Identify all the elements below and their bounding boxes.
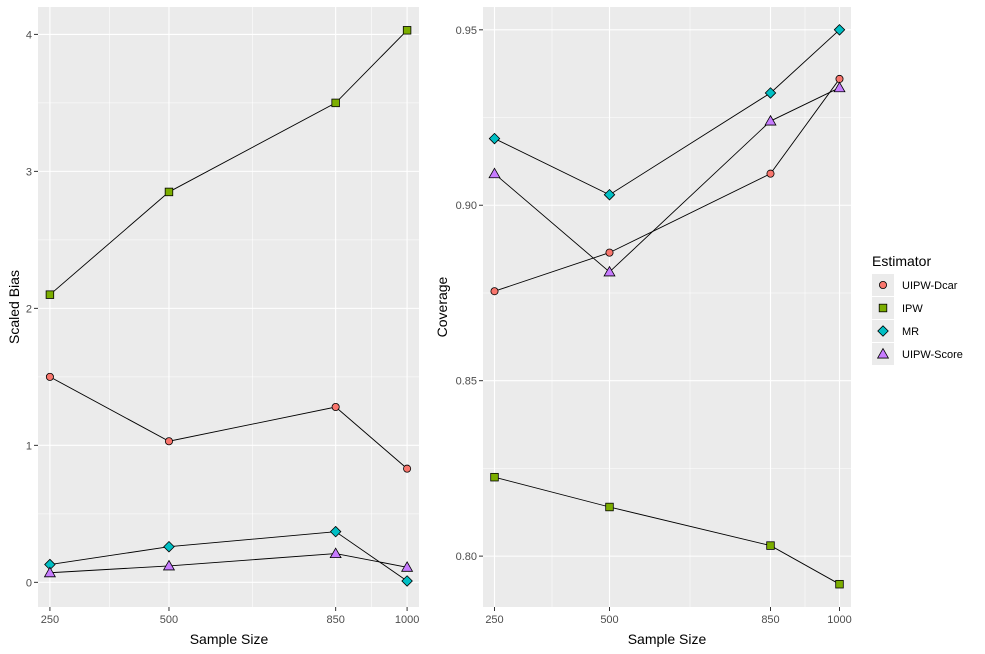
series-line-uipw-dcar xyxy=(49,376,408,469)
data-point-mr xyxy=(329,525,342,538)
data-point-mr xyxy=(401,575,413,587)
data-point-mr xyxy=(833,24,846,36)
data-point-uipw-score xyxy=(603,265,616,277)
data-point-uipw-score xyxy=(329,547,342,559)
series-line-mr xyxy=(494,29,840,196)
y-axis-title: Scaled Bias xyxy=(6,270,22,344)
legend-marker-ipw xyxy=(878,303,888,313)
x-axis-title: Sample Size xyxy=(190,631,269,647)
x-tick-label: 850 xyxy=(326,614,344,626)
data-point-ipw xyxy=(835,579,844,589)
data-point-mr xyxy=(488,132,501,145)
data-point-uipw-dcar xyxy=(766,169,775,178)
legend-label: IPW xyxy=(902,303,923,315)
legend-marker-uipw-dcar xyxy=(879,280,888,289)
y-tick-label: 0 xyxy=(26,577,32,589)
x-tick-label: 1000 xyxy=(395,614,419,626)
data-point-uipw-dcar xyxy=(331,402,340,411)
x-tick-label: 500 xyxy=(600,614,618,626)
data-point-uipw-score xyxy=(401,561,414,572)
data-point-uipw-score xyxy=(488,167,501,179)
x-tick-label: 250 xyxy=(485,614,503,626)
legend-label: UIPW-Dcar xyxy=(902,280,958,292)
x-tick-label: 850 xyxy=(761,614,779,626)
data-point-uipw-score xyxy=(833,81,846,93)
x-tick-label: 1000 xyxy=(827,614,851,626)
series-line-uipw-score xyxy=(494,87,840,273)
data-point-uipw-score xyxy=(162,559,176,571)
chart-panel-1: 250 500 850 1000 0 1 2 3 4 Sample Size Scaled Bias xyxy=(6,7,419,647)
data-point-mr xyxy=(764,87,777,99)
y-tick-label: 3 xyxy=(26,166,32,178)
data-point-uipw-score xyxy=(43,566,56,578)
data-point-uipw-dcar xyxy=(164,437,173,446)
data-point-ipw xyxy=(331,98,340,108)
y-tick-label: 0.95 xyxy=(456,25,477,37)
data-point-uipw-dcar xyxy=(45,372,54,381)
y-axis-title: Coverage xyxy=(434,276,450,337)
panel-background xyxy=(483,7,851,607)
legend-marker-uipw-score xyxy=(876,347,890,359)
data-point-ipw xyxy=(490,472,499,482)
legend-label: UIPW-Score xyxy=(902,349,963,361)
legend-marker-mr xyxy=(877,325,889,337)
series-line-ipw xyxy=(49,29,408,296)
series-line-mr xyxy=(49,531,408,582)
data-point-ipw xyxy=(605,502,614,512)
y-tick-label: 0.85 xyxy=(456,376,477,388)
data-point-ipw xyxy=(766,541,775,550)
series-line-uipw-score xyxy=(49,553,408,574)
x-axis-title: Sample Size xyxy=(628,631,707,647)
legend-label: MR xyxy=(902,326,919,338)
panel-background xyxy=(38,7,419,607)
data-point-uipw-dcar xyxy=(490,287,499,296)
data-point-uipw-dcar xyxy=(403,464,412,473)
data-point-uipw-score xyxy=(764,114,777,126)
x-tick-label: 500 xyxy=(160,614,178,626)
data-point-ipw xyxy=(402,26,412,35)
series-line-ipw xyxy=(494,476,840,585)
data-point-mr xyxy=(603,188,616,201)
y-tick-label: 1 xyxy=(26,440,32,452)
data-point-mr xyxy=(163,540,175,553)
x-tick-label: 250 xyxy=(41,614,59,626)
data-point-ipw xyxy=(45,290,55,299)
legend: Estimator UIPW-Dcar IPW MR UIPW-Score xyxy=(872,253,963,365)
data-point-uipw-dcar xyxy=(605,248,614,257)
series-line-uipw-dcar xyxy=(494,78,840,292)
data-point-uipw-dcar xyxy=(835,74,844,83)
y-tick-label: 4 xyxy=(26,29,32,41)
y-tick-label: 2 xyxy=(26,303,32,315)
y-tick-label: 0.80 xyxy=(456,551,477,563)
legend-title: Estimator xyxy=(872,253,931,269)
chart-panel-2: 250 500 850 1000 0.80 0.85 0.90 0.95 Sample Size… xyxy=(434,7,852,647)
y-tick-label: 0.90 xyxy=(456,200,477,212)
data-point-ipw xyxy=(164,187,174,197)
